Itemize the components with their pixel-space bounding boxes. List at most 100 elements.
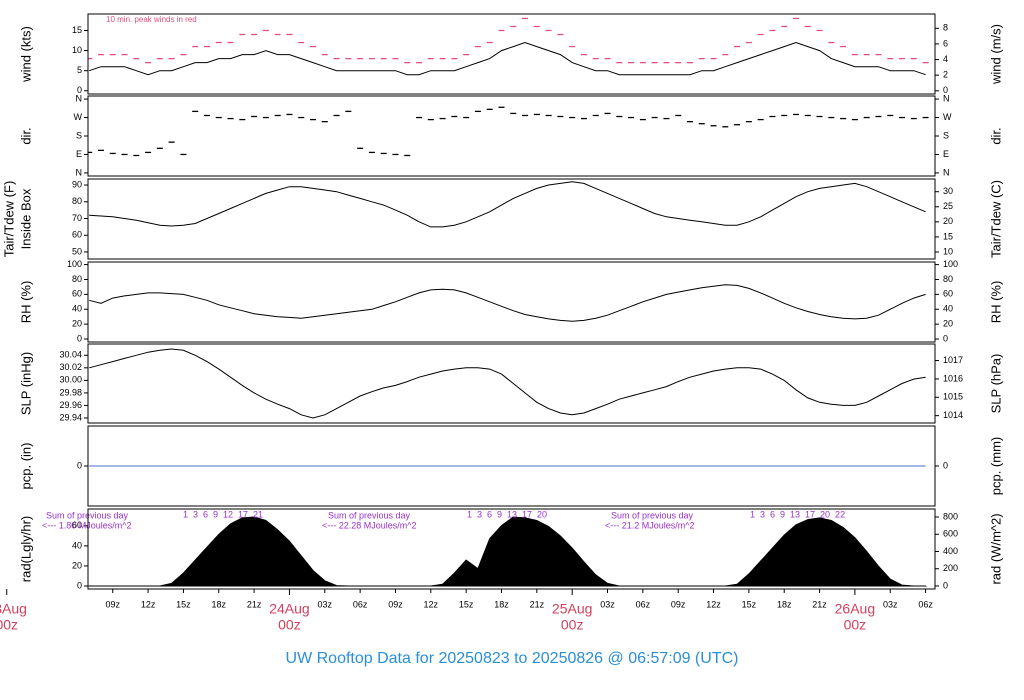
y-tick-label: 40 (72, 304, 82, 314)
x-tick-label: 21z (812, 599, 827, 609)
day-label: 26Aug (835, 601, 875, 617)
y2-axis-label: Tair/Tdew (C) (988, 180, 1003, 258)
y2-tick-label: 30 (943, 186, 953, 196)
x-tick-label: 21z (247, 599, 262, 609)
radiation-area (88, 516, 928, 587)
y2-tick-label: 100 (943, 259, 958, 269)
annotation: <--- 22.28 MJoules/m^2 (322, 520, 417, 530)
y2-tick-label: 1015 (943, 392, 963, 402)
y2-tick-label: 20 (943, 216, 953, 226)
y2-tick-label: 8 (943, 23, 948, 33)
x-tick-label: 06z (636, 599, 651, 609)
day-label: 00z (844, 617, 867, 633)
y2-tick-label: 10 (943, 246, 953, 256)
y2-tick-label: 0 (943, 85, 948, 95)
y2-tick-label: 1017 (943, 355, 963, 365)
x-tick-label: 03z (318, 599, 333, 609)
annotation: Sum of previous day (328, 510, 411, 520)
y-tick-label: 30.02 (59, 362, 82, 372)
y-tick-label: 60 (72, 520, 82, 530)
panel-frame (87, 261, 936, 343)
y-axis-label: Inside Box (18, 188, 33, 249)
day-label: 23Aug (0, 601, 27, 617)
x-tick-label: 03z (600, 599, 615, 609)
x-tick-label: 15z (176, 599, 191, 609)
annotation: <--- 21.2 MJoules/m^2 (605, 520, 695, 530)
y2-tick-label: 2 (943, 70, 948, 80)
annotation: <--- 1.80 MJoules/m^2 (42, 520, 132, 530)
y-tick-label: 0 (77, 85, 82, 95)
y-axis-label: pcp. (in) (18, 443, 33, 490)
y-tick-label: 29.94 (59, 412, 82, 422)
y-axis-label: RH (%) (18, 281, 33, 324)
x-tick-label: 21z (530, 599, 545, 609)
y2-tick-label: E (943, 149, 949, 159)
y-tick-label: 15 (72, 25, 82, 35)
y2-tick-label: 60 (943, 289, 953, 299)
y-tick-label: 40 (72, 540, 82, 550)
y2-tick-label: 800 (943, 511, 958, 521)
annotation: Sum of previous day (611, 510, 694, 520)
series-line (89, 181, 926, 228)
x-tick-label: 09z (105, 599, 120, 609)
y2-tick-label: 20 (943, 319, 953, 329)
y2-tick-label: 0 (943, 580, 948, 590)
y-axis-label: dir. (18, 127, 33, 144)
y2-tick-label: 80 (943, 274, 953, 284)
y-tick-label: W (74, 112, 83, 122)
y-tick-label: 60 (72, 289, 82, 299)
x-tick-label: 15z (459, 599, 474, 609)
y2-tick-label: S (943, 130, 949, 140)
hour-marks: 1 3 6 9 13 17 20 22 (750, 509, 845, 519)
y-tick-label: 20 (72, 560, 82, 570)
y-tick-label: E (76, 149, 82, 159)
chart-title: UW Rooftop Data for 20250823 to 20250826… (286, 650, 739, 667)
day-label: 00z (561, 617, 584, 633)
y-tick-label: N (76, 167, 83, 177)
y2-tick-label: N (943, 167, 950, 177)
y-tick-label: 100 (67, 259, 82, 269)
y-tick-label: 30.04 (59, 350, 82, 360)
day-label: 00z (0, 617, 18, 633)
y-tick-label: 90 (72, 179, 82, 189)
y2-tick-label: W (943, 112, 952, 122)
y2-tick-label: 200 (943, 563, 958, 573)
y2-tick-label: 15 (943, 231, 953, 241)
x-tick-label: 06z (918, 599, 933, 609)
y2-axis-label: wind (m/s) (988, 24, 1003, 85)
y-axis-label: rad(Lgly/hr) (18, 516, 33, 582)
annotation: 10 min. peak winds in red (106, 15, 197, 24)
y2-tick-label: 0 (943, 333, 948, 343)
y2-axis-label: pcp. (mm) (988, 437, 1003, 496)
y-tick-label: 80 (72, 274, 82, 284)
y-tick-label: 0 (77, 460, 82, 470)
y-tick-label: 60 (72, 230, 82, 240)
x-tick-label: 06z (353, 599, 368, 609)
x-tick-label: 09z (671, 599, 686, 609)
y-tick-label: 80 (72, 196, 82, 206)
x-tick-label: 12z (706, 599, 721, 609)
day-label: 00z (278, 617, 301, 633)
y-tick-label: 29.98 (59, 387, 82, 397)
annotation: Sum of previous day (46, 510, 129, 520)
panel-marks (89, 284, 926, 322)
y-tick-label: 20 (72, 319, 82, 329)
panel-marks (88, 17, 929, 76)
y2-tick-label: 400 (943, 546, 958, 556)
y-axis-label: Tair/Tdew (F) (1, 181, 16, 258)
x-tick-label: 09z (388, 599, 403, 609)
y2-tick-label: N (943, 93, 950, 103)
y-tick-label: 29.96 (59, 400, 82, 410)
panel-frame (87, 13, 936, 95)
day-label: 24Aug (269, 601, 309, 617)
y-axis-label: SLP (inHg) (18, 352, 33, 415)
y2-tick-label: 600 (943, 529, 958, 539)
panel-frame (87, 425, 936, 507)
panel-frame (87, 178, 936, 260)
x-tick-label: 18z (494, 599, 509, 609)
y-tick-label: S (76, 130, 82, 140)
series-line (89, 41, 926, 76)
x-tick-label: 18z (777, 599, 792, 609)
y2-tick-label: 0 (943, 460, 948, 470)
